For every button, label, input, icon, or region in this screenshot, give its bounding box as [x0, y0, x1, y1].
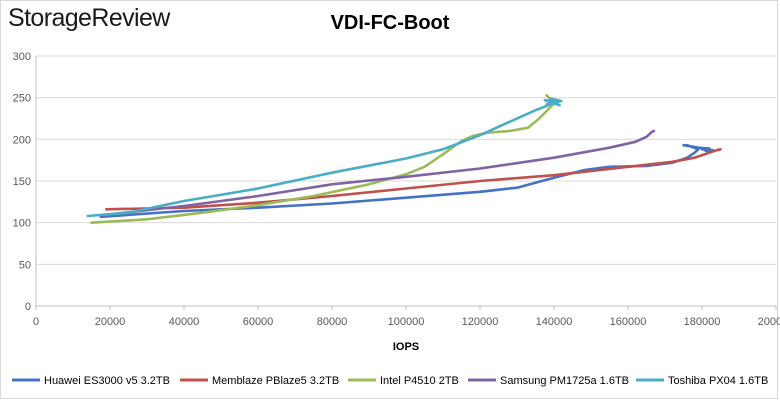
- series-line-1: [105, 148, 722, 211]
- y-tick-label: 0: [25, 301, 31, 313]
- legend-label: Memblaze PBlaze5 3.2TB: [212, 375, 339, 387]
- legend-label: Intel P4510 2TB: [380, 375, 459, 387]
- gridlines: [36, 55, 776, 265]
- x-tick-label: 120000: [462, 316, 499, 328]
- y-tick-label: 250: [13, 93, 31, 105]
- x-tick-label: 100000: [388, 316, 425, 328]
- tick-labels: 0 50 100 150 200 250 300 0 20000 40000 60000 80000 1…: [13, 51, 780, 328]
- x-tick-label: 140000: [536, 316, 573, 328]
- legend: Huawei ES3000 v5 3.2TB Memblaze PBlaze5 3…: [12, 375, 768, 387]
- series-line-3: [101, 129, 656, 217]
- x-tick-label: 40000: [169, 316, 200, 328]
- y-tick-label: 100: [13, 218, 31, 230]
- x-tick-label: 180000: [684, 316, 721, 328]
- x-tick-label: 80000: [317, 316, 348, 328]
- y-tick-label: 300: [13, 51, 31, 63]
- x-tick-label: 60000: [243, 316, 274, 328]
- y-tick-label: 200: [13, 134, 31, 146]
- series-line-4: [86, 97, 563, 218]
- x-tick-label: 20000: [95, 316, 126, 328]
- x-tick-label: 0: [33, 316, 39, 328]
- chart-title: VDI-FC-Boot: [330, 12, 450, 34]
- storagereview-logo: StorageReview: [8, 4, 170, 32]
- legend-label: Toshiba PX04 1.6TB: [668, 375, 768, 387]
- legend-label: Huawei ES3000 v5 3.2TB: [44, 375, 170, 387]
- series-lines: [86, 93, 722, 224]
- y-tick-label: 150: [13, 176, 31, 188]
- x-axis-title: IOPS: [393, 341, 419, 353]
- legend-label: Samsung PM1725a 1.6TB: [500, 375, 629, 387]
- x-tick-label: 160000: [610, 316, 647, 328]
- x-tick-label: 200000: [758, 316, 780, 328]
- y-tick-label: 50: [19, 259, 31, 271]
